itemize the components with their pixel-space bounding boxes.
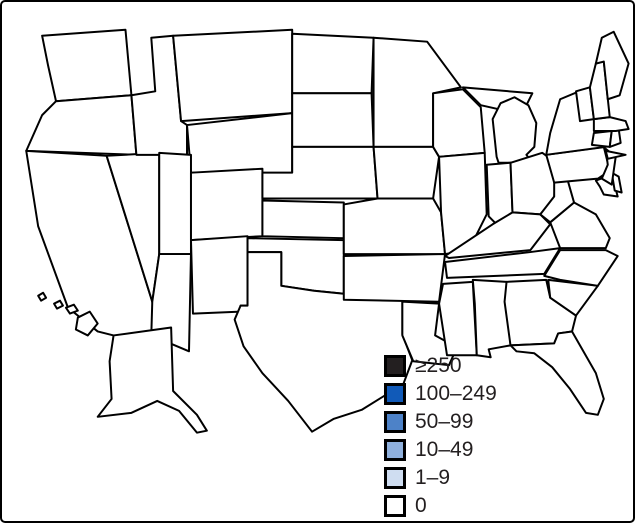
legend-swatch-10-49 [384, 439, 406, 461]
legend-swatch-100-249 [384, 383, 406, 405]
state-hi-island-2 [53, 299, 64, 310]
legend-row-250plus: ≥250 [384, 354, 497, 378]
legend-label-100-249: 100–249 [415, 382, 497, 405]
state-hi-island-1 [37, 291, 48, 302]
state-ks [261, 199, 345, 240]
legend-swatch-1-9 [384, 467, 406, 489]
state-fl [509, 330, 605, 416]
legend-row-0: 0 [384, 494, 497, 518]
legend: ≥250 100–249 50–99 10–49 1–9 [384, 354, 497, 518]
state-ar [342, 253, 447, 303]
state-nd [291, 32, 375, 95]
state-ut [158, 151, 192, 256]
state-or [25, 94, 138, 156]
legend-row-1-9: 1–9 [384, 466, 497, 490]
state-mi-lower [491, 96, 538, 164]
state-mo [342, 197, 447, 256]
state-tn [444, 247, 562, 279]
state-hi-island-3 [64, 303, 79, 315]
legend-label-50-99: 50–99 [415, 410, 474, 433]
state-shapes [25, 28, 630, 434]
state-ms [438, 280, 478, 357]
legend-label-0: 0 [415, 494, 427, 517]
state-me [594, 30, 630, 101]
legend-swatch-50-99 [384, 411, 406, 433]
state-ny-long-island [604, 149, 627, 160]
state-nm [189, 235, 249, 315]
state-wa [41, 28, 133, 103]
legend-swatch-0 [384, 495, 406, 517]
state-de [610, 171, 623, 194]
legend-label-250plus: ≥250 [415, 354, 462, 377]
legend-row-10-49: 10–49 [384, 438, 497, 462]
state-mt [172, 28, 294, 123]
state-ia [372, 145, 441, 200]
state-nc [543, 249, 619, 287]
state-ct [590, 130, 613, 148]
state-sd [291, 92, 375, 148]
legend-label-10-49: 10–49 [415, 438, 474, 461]
legend-swatch-250plus [384, 355, 406, 377]
legend-row-50-99: 50–99 [384, 410, 497, 434]
state-wy [186, 112, 294, 174]
state-co [189, 167, 264, 242]
state-hi-island-4 [74, 310, 99, 337]
legend-label-1-9: 1–9 [415, 466, 451, 489]
state-ak [96, 326, 208, 434]
legend-row-100-249: 100–249 [384, 382, 497, 406]
